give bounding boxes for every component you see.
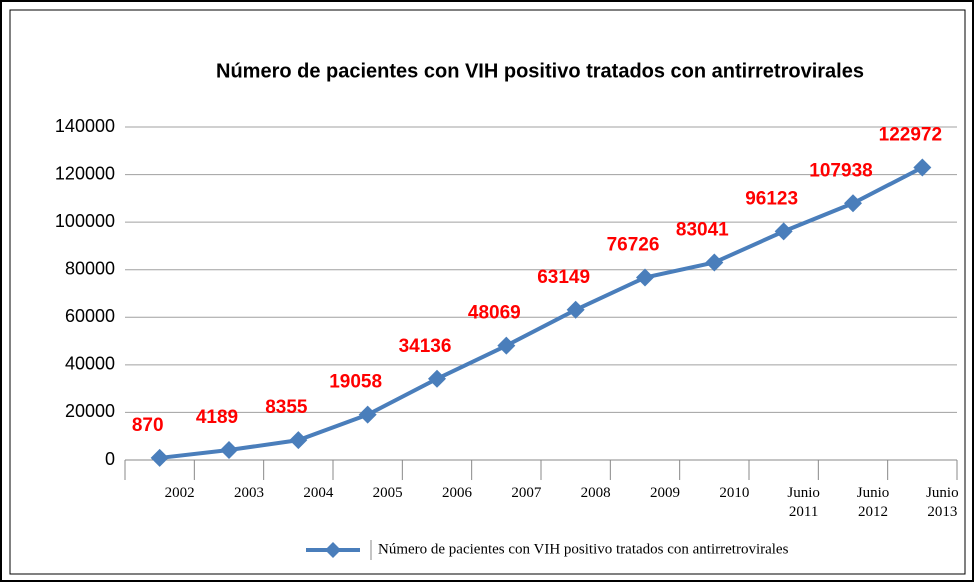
data-point [220, 441, 238, 460]
data-point [566, 300, 585, 319]
data-label: 96123 [745, 188, 798, 209]
x-tick-label: 2005 [372, 485, 403, 501]
y-tick-label: 100000 [55, 211, 115, 231]
data-point [913, 158, 932, 177]
data-label: 122972 [879, 125, 942, 146]
data-point [636, 268, 654, 287]
data-point [358, 405, 377, 424]
data-point [844, 194, 862, 213]
data-label: 83041 [676, 219, 729, 240]
data-point [497, 336, 516, 355]
x-tick-label: 2010 [719, 485, 750, 501]
x-tick-label: 2009 [650, 485, 680, 501]
x-tick-label: 2007 [511, 485, 542, 501]
legend-label: Número de pacientes con VIH positivo tra… [378, 541, 789, 557]
data-label: 19058 [329, 372, 382, 393]
x-tick-label: 2002 [164, 485, 195, 501]
data-point [705, 253, 724, 272]
x-tick-label: Junio 2012 [856, 485, 890, 520]
data-label: 107938 [809, 160, 872, 181]
y-tick-label: 80000 [65, 258, 115, 278]
x-tick-label: Junio 2013 [926, 485, 959, 520]
data-label: 48069 [468, 303, 521, 324]
legend-marker [325, 542, 341, 558]
y-tick-label: 0 [105, 449, 115, 469]
x-tick-label: 2003 [234, 485, 264, 501]
data-label: 34136 [399, 336, 452, 357]
y-tick-label: 20000 [65, 401, 115, 421]
y-tick-label: 140000 [55, 116, 115, 136]
series-line [159, 165, 924, 460]
x-tick-label: 2008 [580, 485, 611, 501]
x-tick-label: 2006 [442, 485, 472, 501]
y-tick-label: 40000 [65, 354, 115, 374]
x-tick-label: Junio 2011 [787, 485, 820, 520]
data-point [428, 369, 446, 388]
data-point [289, 431, 308, 450]
y-tick-label: 120000 [55, 163, 115, 183]
data-point [150, 448, 169, 467]
data-label: 8355 [265, 397, 308, 418]
x-tick-label: 2004 [303, 485, 334, 501]
data-label: 4189 [196, 407, 238, 428]
y-tick-label: 60000 [65, 306, 115, 326]
chart-title: Número de pacientes con VIH positivo tra… [216, 60, 864, 82]
data-label: 76726 [607, 235, 660, 256]
data-label: 870 [132, 415, 164, 436]
data-label: 63149 [537, 267, 590, 288]
data-point [774, 222, 793, 241]
chart-border [9, 9, 966, 575]
